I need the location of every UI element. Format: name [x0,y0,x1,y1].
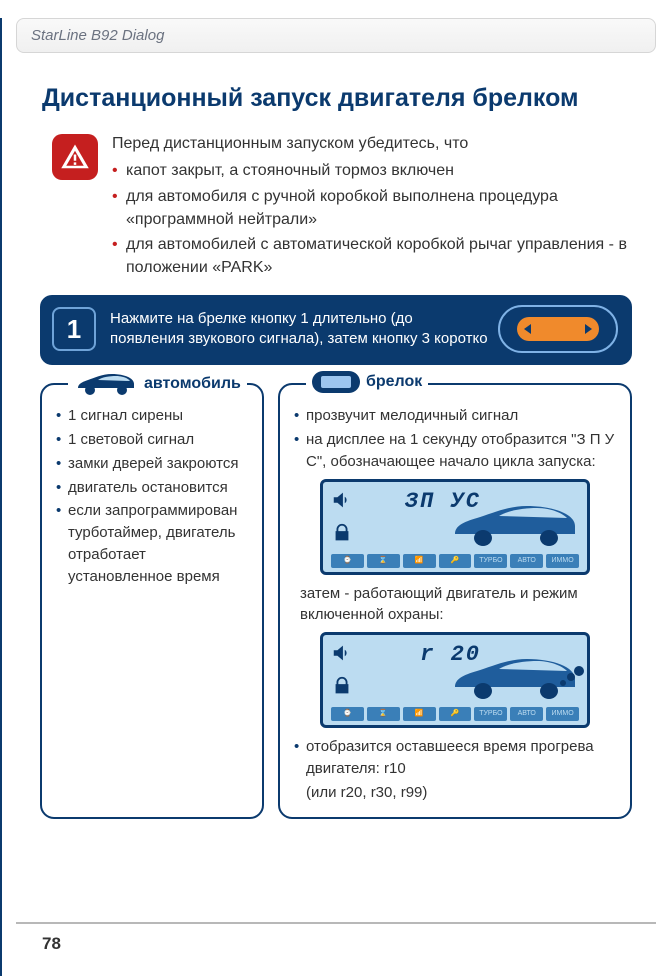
car-column-label: автомобиль [68,370,247,396]
page-title: Дистанционный запуск двигателя брелком [42,83,630,114]
lcd-tag: 📶 [403,554,436,568]
remote-column-title: брелок [366,370,422,393]
warning-item: капот закрыт, а стояночный тормоз включе… [112,159,630,182]
warning-item: для автомобилей с автоматической коробко… [112,233,630,279]
remote-tail-note: (или r20, r30, r99) [294,782,616,804]
lcd-tag: 🔑 [439,554,472,568]
car-event: 1 световой сигнал [56,429,248,451]
lcd-tag: ⌛ [367,707,400,721]
product-name: StarLine B92 Dialog [31,27,164,44]
step-number: 1 [52,307,96,351]
product-header: StarLine B92 Dialog [16,18,656,53]
lcd-car-icon [451,498,581,546]
lcd-tag: ⌛ [367,554,400,568]
remote-event: прозвучит мелодичный сигнал [294,405,616,427]
car-event: 1 сигнал сирены [56,405,248,427]
car-icon [74,370,138,396]
lcd-tag: ИММО [546,707,579,721]
remote-event: на дисплее на 1 секунду отобразится "З П… [294,429,616,473]
lcd-status-stripe: ⌚ ⌛ 📶 🔑 ТУРБО АВТО ИММО [331,554,579,568]
footer-divider [16,922,656,924]
warning-intro: Перед дистанционным запуском убедитесь, … [112,132,630,155]
car-column: автомобиль 1 сигнал сирены 1 световой си… [40,383,264,819]
lcd-tag: АВТО [510,707,543,721]
lcd-tag: 🔑 [439,707,472,721]
remote-tail-item: отобразится оставшееся время прогрева дв… [294,736,616,780]
lcd-tag: 📶 [403,707,436,721]
lcd-display-1: ЗП УС ⌚ ⌛ 📶 🔑 ТУРБО АВТО ИММО [320,479,590,575]
lcd-segment-text: r 20 [217,639,481,671]
lcd-tag: ТУРБО [474,707,507,721]
warning-item: для автомобиля с ручной коробкой выполне… [112,185,630,231]
lock-icon [331,522,353,551]
lcd-tag: ⌚ [331,707,364,721]
lcd-tag: ⌚ [331,554,364,568]
step-text: Нажмите на брелке кнопку 1 длительно (до… [110,309,490,350]
step-bar: 1 Нажмите на брелке кнопку 1 длительно (… [40,295,632,365]
lcd-display-2: r 20 ⌚ ⌛ 📶 🔑 ТУРБО АВТО ИММО [320,632,590,728]
car-column-title: автомобиль [144,372,241,395]
remote-mid-text: затем - работающий двигатель и режим вкл… [300,583,610,627]
lock-icon [331,675,353,704]
warning-block: Перед дистанционным запуском убедитесь, … [52,132,630,279]
result-columns: автомобиль 1 сигнал сирены 1 световой си… [40,383,632,819]
lcd-tag: ТУРБО [474,554,507,568]
page-number: 78 [42,934,61,954]
lcd-status-stripe: ⌚ ⌛ 📶 🔑 ТУРБО АВТО ИММО [331,707,579,721]
lcd-tag: ИММО [546,554,579,568]
keyfob-icon [312,371,360,393]
warning-icon [52,134,98,180]
lcd-segment-text: ЗП УС [217,486,481,518]
car-event: замки дверей закроются [56,453,248,475]
remote-column-label: брелок [306,370,428,393]
warning-text: Перед дистанционным запуском убедитесь, … [112,132,630,279]
exhaust-icon [557,663,585,691]
remote-column: брелок прозвучит мелодичный сигнал на ди… [278,383,632,819]
remote-mini-icon [498,305,618,353]
lcd-tag: АВТО [510,554,543,568]
